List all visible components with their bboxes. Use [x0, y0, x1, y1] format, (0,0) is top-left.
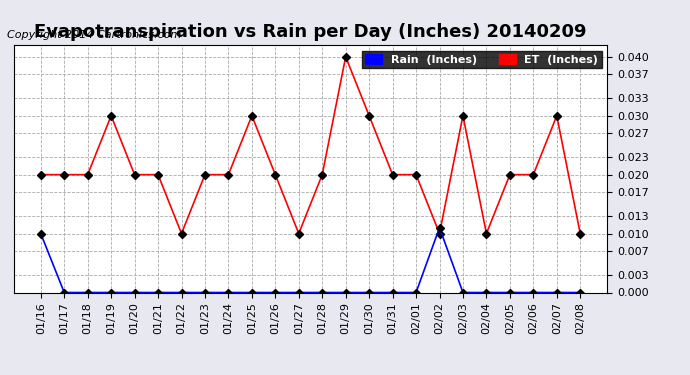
Legend: Rain  (Inches), ET  (Inches): Rain (Inches), ET (Inches)	[362, 51, 602, 68]
Text: Copyright 2014 Cartronics.com: Copyright 2014 Cartronics.com	[7, 30, 181, 39]
Title: Evapotranspiration vs Rain per Day (Inches) 20140209: Evapotranspiration vs Rain per Day (Inch…	[34, 22, 586, 40]
